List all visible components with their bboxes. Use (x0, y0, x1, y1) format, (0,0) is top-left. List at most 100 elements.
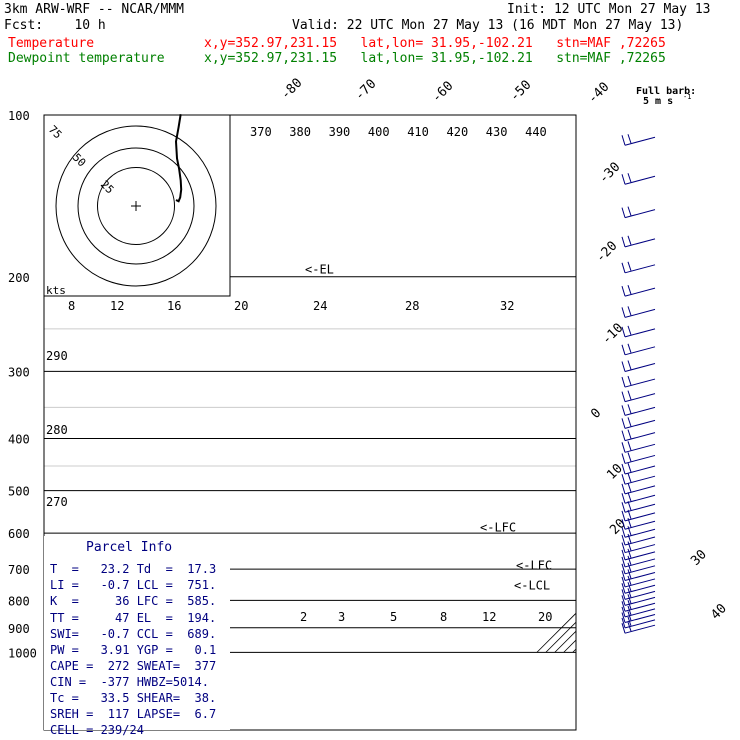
temp-tick-label: -80 (278, 76, 305, 103)
isotherm (572, 648, 576, 653)
level-marker-label: <-LFC (480, 520, 516, 534)
pressure-label: 100 (8, 109, 30, 123)
wind-barb (621, 235, 656, 248)
wind-barb (621, 611, 656, 623)
wind-barb-flag (621, 405, 626, 416)
hodograph-ring (55, 125, 217, 287)
wind-barb-flag (621, 307, 626, 318)
mixing-ratio-line (668, 533, 740, 652)
theta-e-label: 440 (525, 125, 547, 139)
dry-adiabat (670, 115, 740, 664)
moist-adiabat (689, 277, 740, 653)
wind-barb-shaft (624, 544, 656, 554)
wind-barb-flag (621, 534, 626, 546)
temp-tick-label: -40 (585, 80, 612, 107)
mixing-ratio-line (646, 533, 740, 652)
wind-barb-flag (627, 325, 632, 336)
pressure-label: 700 (8, 563, 30, 577)
pressure-label: 800 (8, 594, 30, 608)
wind-barb-flag (627, 555, 632, 566)
temp-tick-label: 20 (607, 516, 629, 538)
wind-barb-shaft (624, 393, 656, 403)
wind-barb-shaft (624, 378, 656, 388)
dry-adiabat (642, 115, 740, 664)
wind-barb (621, 325, 656, 338)
moist-adiabat (649, 277, 740, 653)
wind-barb-flag (621, 326, 626, 337)
wind-barb-flag (627, 588, 632, 598)
init-time: Init: 12 UTC Mon 27 May 13 (507, 2, 711, 17)
wind-barb-flag (621, 493, 626, 504)
wind-barb (621, 492, 656, 504)
barb-legend-line2: 5 m s (643, 96, 673, 107)
dry-adiabat (679, 115, 740, 664)
wind-barb (621, 360, 656, 372)
wind-barb-flag (627, 441, 632, 451)
parcel-row: CAPE = 272 SWEAT= 377 (50, 659, 217, 673)
pressure-label: 500 (8, 485, 30, 499)
plot-border (43, 114, 577, 731)
wind-barb (621, 462, 656, 475)
dewpoint-location: x,y=352.97,231.15 lat,lon= 31.95,-102.21… (204, 51, 666, 66)
temp-tick-label: -30 (596, 160, 623, 187)
wind-barb (621, 594, 656, 606)
parcel-row: CIN = -377 HWBZ=5014. (50, 675, 209, 689)
wind-barb-flag (621, 576, 626, 588)
wind-barb (621, 616, 656, 629)
mixing-ratio-label: 2 (300, 610, 307, 624)
wind-barb (621, 473, 656, 485)
wind-barb-flag (627, 134, 632, 144)
wind-barb-flag (621, 617, 626, 629)
isotherm (582, 115, 740, 652)
dry-adiabat (706, 115, 740, 664)
wind-barb-flag (627, 462, 632, 473)
hodograph-unit-label: kts (46, 284, 66, 297)
wind-barb-flag (621, 236, 626, 247)
wind-barb-flag (621, 542, 626, 553)
wind-barb-shaft (624, 624, 656, 634)
wind-barbs (621, 134, 656, 634)
wind-barb-shaft (624, 596, 656, 606)
wind-barb-flag (621, 376, 626, 388)
parcel-row: CELL = 239/24 (50, 723, 144, 737)
wind-barb-flag (627, 482, 632, 493)
wind-barb-shaft (624, 565, 656, 575)
theta-e-label: 370 (250, 125, 272, 139)
parcel-row: PW = 3.91 YGP = 0.1 (50, 643, 217, 657)
wind-barb-flag (627, 582, 632, 592)
wind-barb-shaft (624, 619, 656, 629)
wind-barb-shaft (624, 328, 656, 338)
wind-barb-shaft (624, 551, 656, 561)
wind-barb-flag (621, 262, 626, 273)
isotherm (591, 115, 740, 652)
wind-barb (621, 482, 656, 495)
wind-barb (621, 555, 656, 568)
wind-barb-flag (621, 606, 626, 618)
pressure-label: 600 (8, 527, 30, 541)
isotherm (698, 115, 740, 652)
wind-barb-flag (621, 549, 626, 561)
moist-adiabat (671, 277, 740, 653)
wind-barb-flag (627, 622, 632, 632)
wind-barb-flag (621, 361, 626, 372)
wind-barb (621, 600, 656, 612)
temperature-trace (709, 115, 740, 628)
temp-tick-label: -60 (429, 79, 456, 106)
hodograph-trace (174, 114, 183, 203)
wind-barb-flag (621, 418, 626, 429)
pressure-label: 200 (8, 271, 30, 285)
wind-barb-flag (621, 442, 626, 453)
wind-barb-flag (627, 548, 632, 559)
moist-adiabat (676, 277, 740, 653)
parcel-row: K = 36 LFC = 585. (50, 594, 217, 608)
wind-barb-flag (621, 570, 626, 581)
wind-barb-shaft (624, 536, 656, 546)
wind-barb-shaft (624, 494, 656, 504)
barb-legend-line1: Full barb: (636, 86, 696, 97)
pressure-label: 1000 (8, 646, 37, 660)
temp-tick-label: -10 (599, 321, 626, 348)
wind-barb-flag (627, 616, 632, 627)
temp-tick-label: 40 (708, 601, 730, 623)
wind-barb-flag (627, 541, 632, 551)
